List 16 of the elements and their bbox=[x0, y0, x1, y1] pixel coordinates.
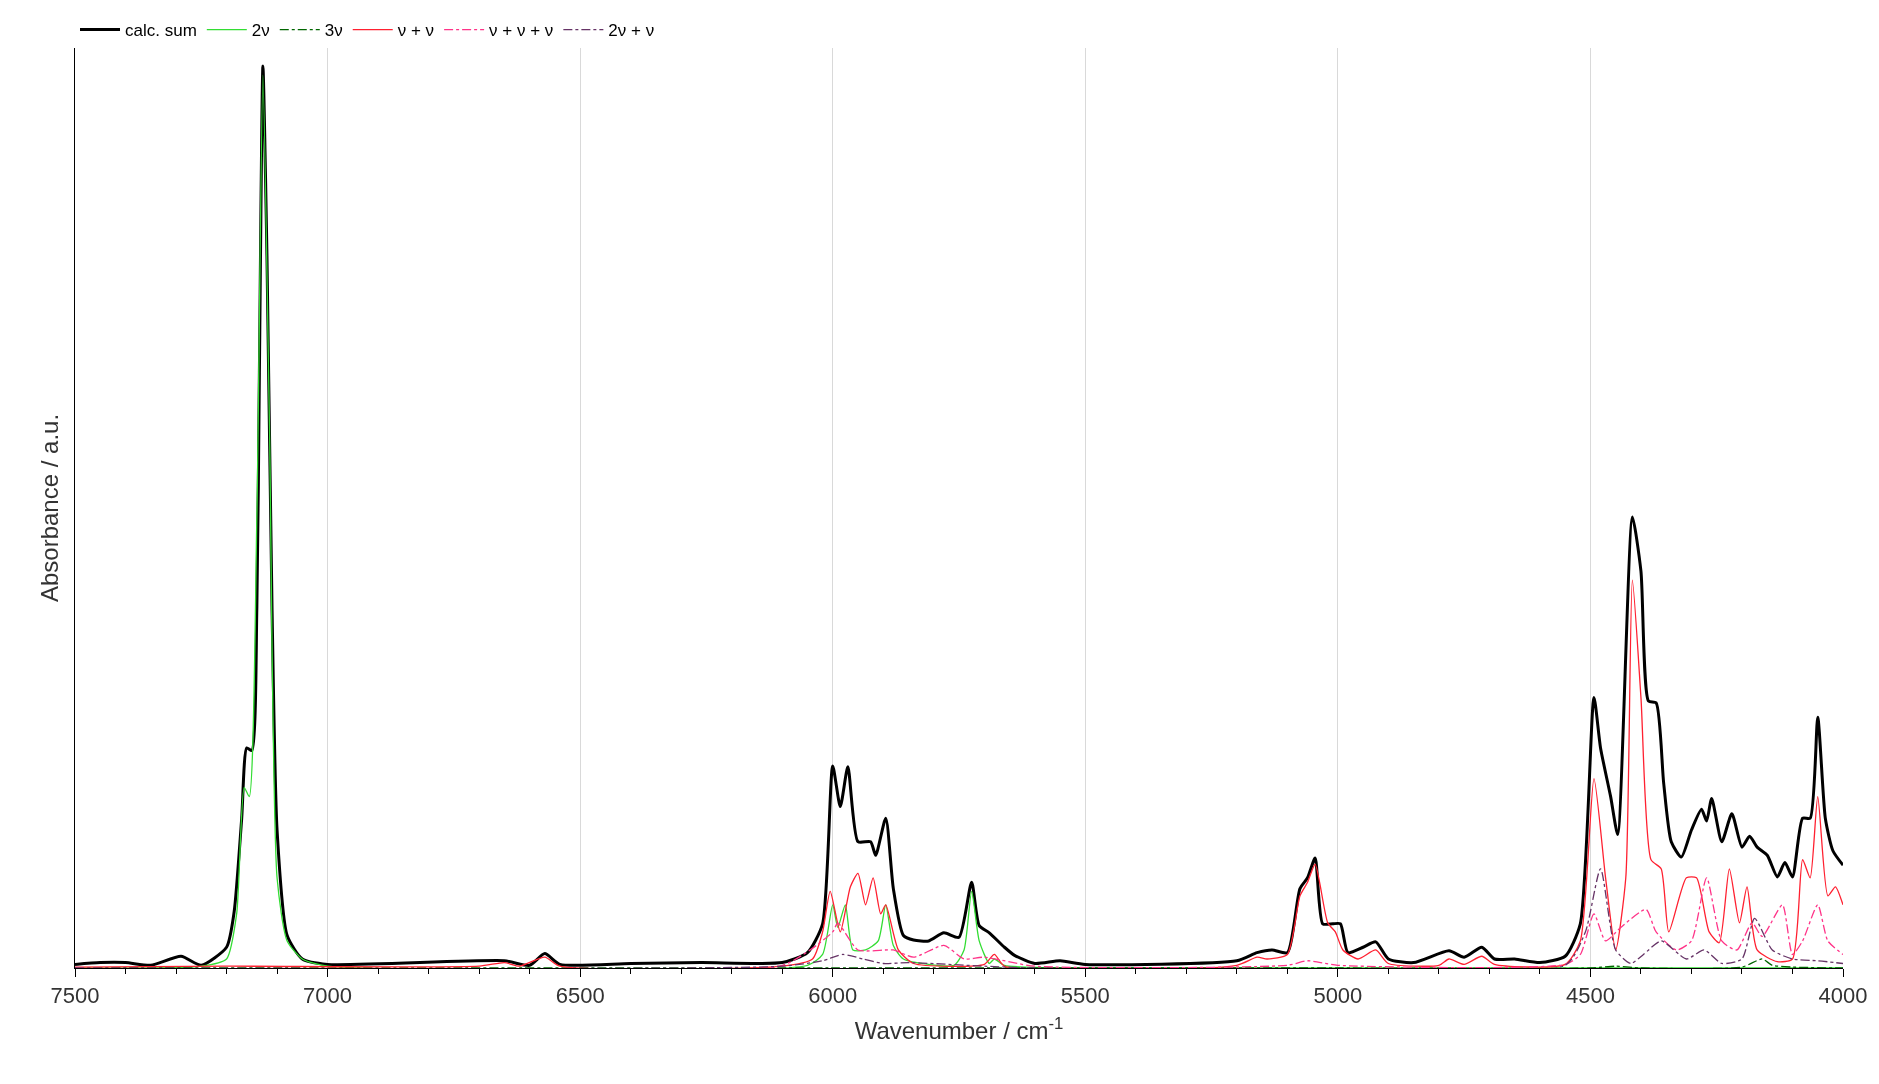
legend-label: 2ν + ν bbox=[608, 21, 655, 41]
x-tick-label: 7500 bbox=[50, 983, 100, 1009]
legend-label: 2ν bbox=[251, 21, 270, 41]
x-tick-label: 5500 bbox=[1060, 983, 1110, 1009]
legend-label: ν + ν + ν bbox=[489, 21, 554, 41]
x-tick-label: 4500 bbox=[1565, 983, 1615, 1009]
legend-label: ν + ν bbox=[397, 21, 435, 41]
x-tick-label: 7000 bbox=[303, 983, 353, 1009]
x-tick-label: 4000 bbox=[1818, 983, 1868, 1009]
y-axis-title: Absorbance / a.u. bbox=[36, 413, 64, 603]
legend-label: calc. sum bbox=[125, 21, 197, 41]
x-tick-label: 6500 bbox=[555, 983, 605, 1009]
x-tick-label: 5000 bbox=[1313, 983, 1363, 1009]
x-tick-label: 6000 bbox=[808, 983, 858, 1009]
legend-label: 3ν bbox=[324, 21, 343, 41]
x-axis-title: Wavenumber / cm$^{-1}$ bbox=[854, 1013, 1064, 1044]
